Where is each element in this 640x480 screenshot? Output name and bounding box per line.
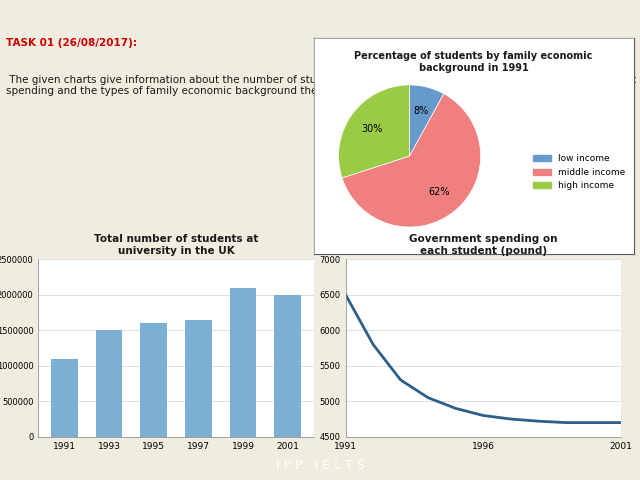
Text: 62%: 62%	[428, 187, 450, 197]
Text: Percentage of students by family economic
background in 1991: Percentage of students by family economi…	[355, 51, 593, 73]
Bar	[230, 288, 257, 437]
Text: I P P   I E L T S: I P P I E L T S	[276, 459, 364, 472]
Title: Government spending on
each student (pound): Government spending on each student (pou…	[409, 234, 557, 256]
Wedge shape	[339, 85, 410, 178]
Bar	[140, 323, 167, 437]
Bar	[275, 295, 301, 437]
Legend: low income, middle income, high income: low income, middle income, high income	[529, 151, 629, 194]
Text: The given charts give information about the number of students at university in : The given charts give information about …	[6, 75, 637, 96]
Text: TASK 01 (26/08/2017):: TASK 01 (26/08/2017):	[6, 38, 138, 48]
Bar	[95, 330, 122, 437]
Wedge shape	[410, 85, 444, 156]
Text: 8%: 8%	[413, 106, 429, 116]
Bar	[51, 359, 77, 437]
Text: 30%: 30%	[362, 124, 383, 134]
Title: Total number of students at
university in the UK: Total number of students at university i…	[94, 234, 258, 256]
Wedge shape	[342, 94, 481, 227]
Bar	[185, 320, 212, 437]
